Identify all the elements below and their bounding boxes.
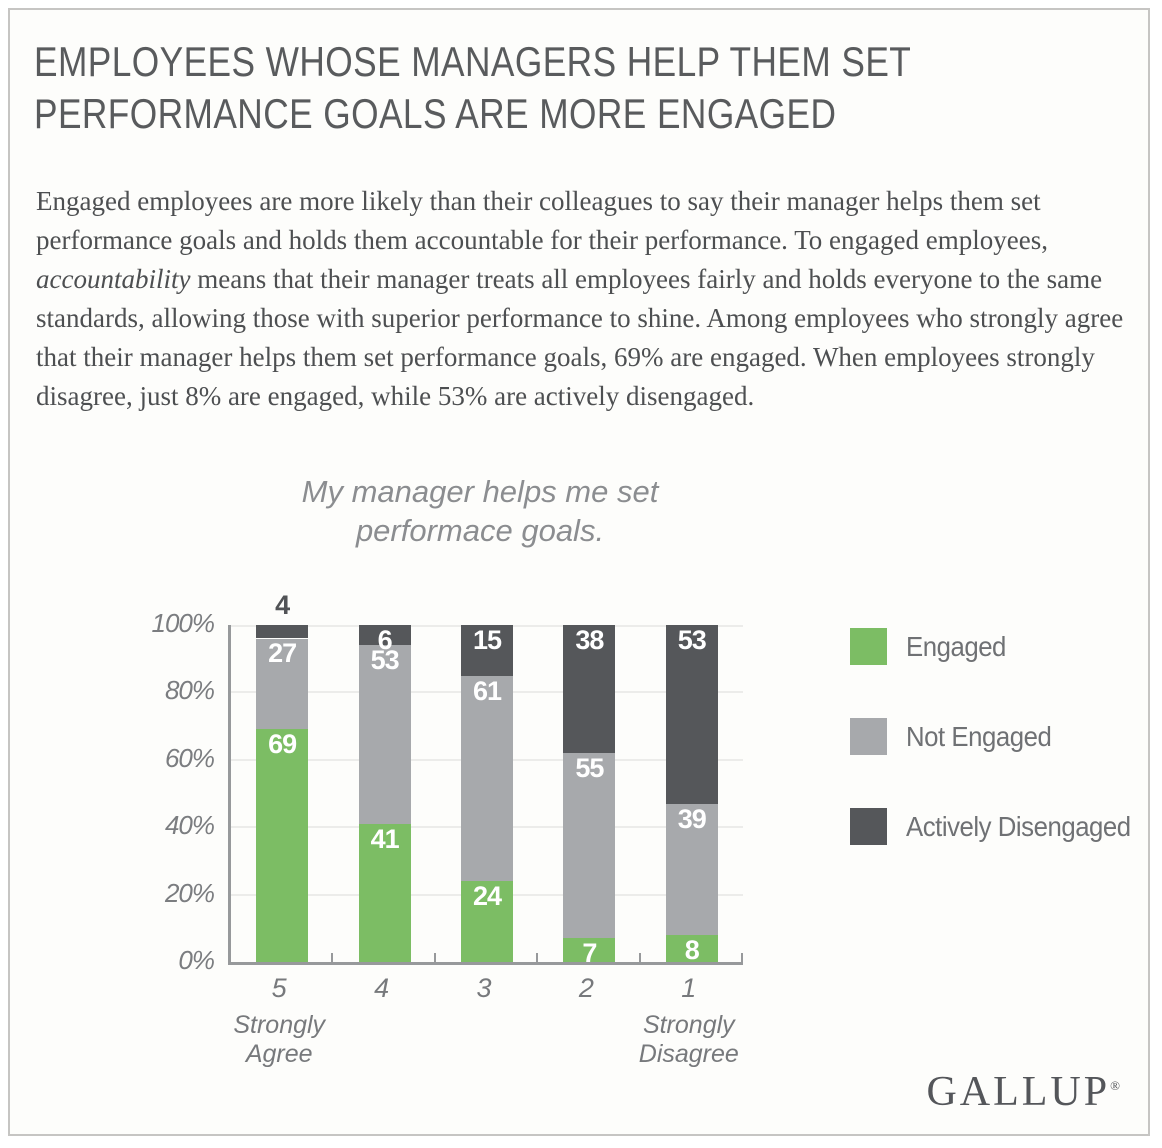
legend-item: Not Engaged <box>850 718 1150 755</box>
bar-segment-not-engaged <box>256 638 309 730</box>
segment-value-label: 7 <box>582 938 597 969</box>
bar-segment-not-engaged <box>563 753 616 939</box>
x-axis-tick <box>433 953 436 962</box>
infographic-frame: EMPLOYEES WHOSE MANAGERS HELP THEM SET P… <box>8 8 1150 1136</box>
x-axis-tick <box>536 953 539 962</box>
gallup-logo: GALLUP® <box>926 1068 1120 1116</box>
bar-segment-actively-disengaged <box>563 625 616 754</box>
legend-swatch-not-engaged <box>850 718 887 755</box>
y-tick-label: 80% <box>164 675 215 706</box>
bar-segment-not-engaged <box>358 645 411 824</box>
x-axis: 5 Strongly Agree 4 3 2 1 Strongly Disagree <box>228 973 740 1093</box>
segment-value-label: 41 <box>370 823 400 854</box>
legend-swatch-engaged <box>850 628 887 665</box>
chart-plot: 69 27 4 41 53 6 24 61 15 7 55 38 8 39 53 <box>228 592 743 969</box>
segment-value-label: 4 <box>275 590 290 620</box>
chart-title: My manager helps me set performace goals… <box>301 474 659 548</box>
y-axis: 0% 20% 40% 60% 80% 100% <box>10 608 220 975</box>
intro-italic-word: accountability <box>36 264 191 294</box>
legend-label: Actively Disengaged <box>906 810 1131 842</box>
segment-value-label: 6 <box>377 625 393 655</box>
intro-text-1: Engaged employees are more likely than t… <box>36 186 1048 255</box>
y-tick-label: 0% <box>178 944 215 975</box>
bar-segment-engaged <box>256 729 309 962</box>
y-tick-label: 60% <box>164 742 215 773</box>
intro-text-2: means that their manager treats all empl… <box>36 264 1124 411</box>
segment-value-label: 39 <box>677 803 707 834</box>
x-category-label: 4 <box>374 973 390 1003</box>
bar-segment-not-engaged <box>461 675 513 882</box>
page-title: EMPLOYEES WHOSE MANAGERS HELP THEM SET P… <box>34 38 911 137</box>
bar-segment-actively-disengaged <box>358 625 411 646</box>
chart-legend: Engaged Not Engaged Actively Disengaged <box>850 628 1150 898</box>
y-tick-label: 20% <box>164 877 215 908</box>
x-category-sublabel: Strongly Disagree <box>638 1011 739 1068</box>
intro-paragraph: Engaged employees are more likely than t… <box>36 182 1132 416</box>
segment-value-label: 15 <box>472 625 502 655</box>
legend-label: Engaged <box>906 630 1006 662</box>
gallup-logo-text: GALLUP <box>926 1069 1111 1115</box>
legend-label: Not Engaged <box>906 720 1052 752</box>
x-category-label: 5 <box>271 973 287 1003</box>
bar-segment-engaged <box>665 935 718 962</box>
segment-value-label: 53 <box>677 624 707 655</box>
segment-value-label: 55 <box>575 753 604 784</box>
segment-value-label: 8 <box>684 935 700 966</box>
segment-value-label: 38 <box>575 624 604 655</box>
legend-item: Actively Disengaged <box>850 808 1150 845</box>
segment-value-label: 53 <box>370 645 400 676</box>
registered-mark-icon: ® <box>1110 1078 1120 1093</box>
x-axis-tick <box>741 953 743 962</box>
bar-segment-actively-disengaged <box>461 625 513 676</box>
x-category-label: 1 <box>681 973 697 1003</box>
segment-value-label: 69 <box>268 729 297 760</box>
x-axis-tick <box>638 953 641 962</box>
y-tick-label: 100% <box>151 607 215 638</box>
segment-value-label: 27 <box>268 638 297 669</box>
bar-segment-not-engaged <box>665 803 718 936</box>
x-category-label: 3 <box>476 973 492 1003</box>
bar-segment-engaged <box>358 823 411 962</box>
bar-segment-engaged <box>563 938 616 962</box>
bar-segment-actively-disengaged <box>256 625 309 639</box>
segment-value-label: 24 <box>472 881 502 912</box>
x-category-label: 2 <box>578 973 594 1003</box>
legend-item: Engaged <box>850 628 1150 665</box>
bar-segment-actively-disengaged <box>665 625 718 804</box>
x-category-sublabel: Strongly Agree <box>233 1011 326 1068</box>
bar-segment-engaged <box>461 881 513 962</box>
segment-value-label: 61 <box>472 675 502 706</box>
x-axis-tick <box>331 953 334 962</box>
y-tick-label: 40% <box>164 810 215 841</box>
legend-swatch-actively-disengaged <box>850 808 887 845</box>
